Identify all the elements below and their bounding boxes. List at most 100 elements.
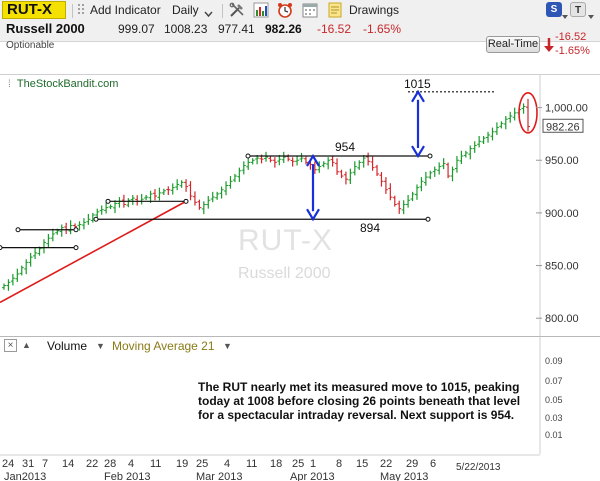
calendar-icon[interactable] bbox=[302, 2, 318, 18]
support-line-dot bbox=[0, 245, 3, 251]
x-tick-label: 11 bbox=[246, 458, 257, 470]
ohlc-bar bbox=[81, 218, 86, 230]
chevron-down-icon[interactable] bbox=[562, 7, 568, 19]
settings-dots-icon[interactable]: ⁞ bbox=[8, 79, 11, 90]
s-share-icon[interactable]: S bbox=[546, 2, 562, 17]
add-indicator-button[interactable]: Add Indicator bbox=[90, 3, 161, 17]
ohlc-bar bbox=[486, 131, 491, 143]
ohlc-bar bbox=[264, 151, 268, 162]
ohlc-bar bbox=[179, 180, 184, 188]
t-dropdown-icon[interactable]: T bbox=[570, 2, 586, 17]
chart-annotation: The RUT nearly met its measured move to … bbox=[198, 380, 521, 422]
ohlc-bar bbox=[410, 191, 415, 202]
support-line-894-dot bbox=[425, 216, 431, 222]
ohlc-bar bbox=[295, 156, 300, 166]
chart-toolbar: RUT-X Add Indicator Daily Drawings S T bbox=[0, 0, 600, 42]
x-tick-label: 28 bbox=[104, 458, 116, 470]
volume-axis-label: 0.01 bbox=[545, 430, 563, 440]
x-tick-label: 8 bbox=[336, 458, 342, 470]
real-time-button[interactable]: Real-Time bbox=[486, 36, 540, 53]
ohlc-bar bbox=[303, 156, 308, 165]
toolbar-separator bbox=[222, 4, 223, 18]
volume-pane bbox=[0, 336, 600, 454]
volume-axis-label: 0.05 bbox=[545, 395, 563, 405]
ohlc-bar bbox=[490, 127, 495, 141]
chevron-down-icon[interactable] bbox=[204, 5, 213, 18]
ohlc-bar bbox=[494, 122, 499, 135]
ohlc-bar bbox=[357, 160, 362, 170]
x-tick-label: 15 bbox=[356, 458, 368, 470]
ohlc-bar bbox=[64, 222, 69, 234]
ohlc-bar bbox=[206, 196, 211, 209]
volume-collapse-icon[interactable]: ▲ bbox=[22, 340, 31, 350]
x-tick-label: 25 bbox=[292, 458, 304, 470]
ohlc-bar bbox=[512, 107, 517, 121]
x-tick-label: 4 bbox=[128, 458, 134, 470]
ohlc-bar bbox=[215, 191, 220, 200]
ohlc-bar bbox=[188, 181, 193, 201]
x-month-label: Jan2013 bbox=[4, 471, 46, 481]
period-dropdown[interactable]: Daily bbox=[172, 3, 199, 17]
ohlc-bar bbox=[392, 195, 397, 207]
x-month-label: Feb 2013 bbox=[104, 471, 150, 481]
ohlc-bar bbox=[77, 221, 82, 231]
ohlc-bar bbox=[477, 136, 482, 148]
ohlc-bar bbox=[272, 157, 277, 168]
ohlc-bar bbox=[330, 155, 335, 167]
ohlc-bar bbox=[277, 154, 282, 166]
ohlc-bar bbox=[250, 158, 255, 165]
tools-icon[interactable] bbox=[229, 2, 245, 18]
ohlc-bar bbox=[135, 195, 140, 206]
bar-chart-icon[interactable] bbox=[253, 2, 269, 18]
high-value: 1008.23 bbox=[164, 22, 208, 36]
symbol-input[interactable]: RUT-X bbox=[2, 1, 66, 19]
ohlc-bar bbox=[175, 179, 180, 191]
ohlc-bar bbox=[508, 111, 513, 123]
y-axis-label: 1,000.00 bbox=[545, 103, 588, 115]
x-tick-label: 29 bbox=[406, 458, 418, 470]
chevron-down-icon[interactable]: ▼ bbox=[96, 341, 105, 351]
ohlc-bar bbox=[228, 176, 233, 189]
x-month-label: Apr 2013 bbox=[290, 471, 335, 481]
ohlc-bar bbox=[210, 191, 215, 203]
chevron-down-icon[interactable]: ▼ bbox=[223, 341, 232, 351]
drawings-button[interactable]: Drawings bbox=[349, 3, 400, 17]
ohlc-bar bbox=[46, 233, 51, 248]
drawings-notepad-icon[interactable] bbox=[327, 2, 343, 18]
ohlc-bar bbox=[432, 166, 437, 177]
reversal-highlight bbox=[518, 92, 538, 134]
realtime-change-percent: -1.65% bbox=[555, 45, 590, 57]
ohlc-bar bbox=[6, 279, 11, 291]
indicator-grip-icon bbox=[76, 3, 86, 17]
last-value: 982.26 bbox=[265, 22, 302, 36]
trendline bbox=[0, 199, 189, 304]
ohlc-bar bbox=[290, 157, 295, 167]
ohlc-bar bbox=[161, 188, 166, 195]
ohlc-bar bbox=[361, 154, 366, 168]
ohlc-bar bbox=[246, 157, 251, 170]
ohlc-bar bbox=[503, 116, 508, 130]
level-label: 894 bbox=[360, 221, 380, 235]
ohlc-bar bbox=[108, 204, 113, 210]
x-tick-label: 18 bbox=[270, 458, 282, 470]
close-volume-icon[interactable]: × bbox=[4, 339, 17, 352]
x-tick-label: 19 bbox=[176, 458, 188, 470]
volume-label: Volume bbox=[47, 339, 88, 353]
ohlc-bar bbox=[152, 189, 157, 201]
x-tick-label: 24 bbox=[2, 458, 14, 470]
security-name: Russell 2000 bbox=[6, 21, 85, 36]
ohlc-bar bbox=[170, 183, 175, 195]
ohlc-bar bbox=[104, 202, 109, 214]
chevron-down-icon[interactable] bbox=[588, 7, 594, 19]
y-axis-label: 950.00 bbox=[545, 155, 579, 167]
ohlc-bar bbox=[370, 156, 375, 171]
ohlc-bar bbox=[352, 161, 357, 176]
ohlc-bar bbox=[450, 166, 455, 182]
realtime-change: -16.52 bbox=[555, 31, 587, 43]
date-stamp: 5/22/2013 bbox=[456, 462, 501, 473]
x-tick-label: 1 bbox=[310, 458, 316, 470]
x-tick-label: 11 bbox=[150, 458, 161, 470]
last-price-tag bbox=[542, 118, 584, 133]
alarm-clock-icon[interactable] bbox=[277, 2, 293, 18]
